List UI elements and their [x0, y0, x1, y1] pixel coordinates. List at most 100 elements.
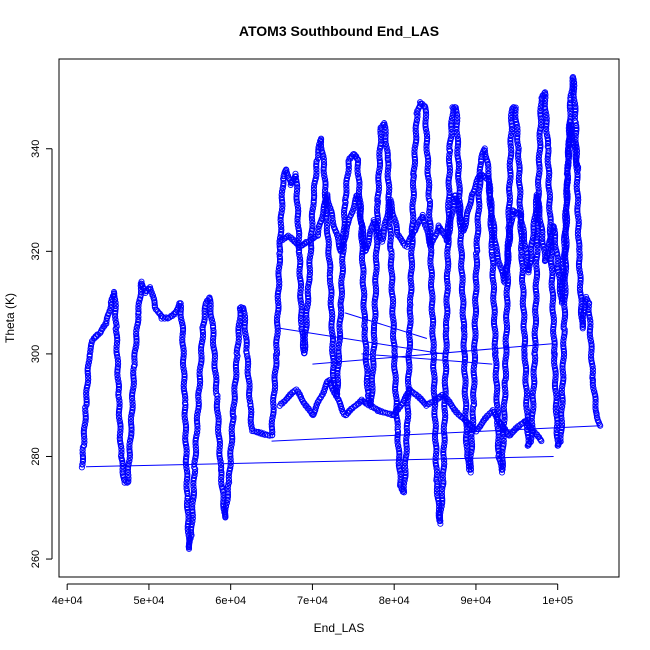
- data-point: [374, 241, 381, 248]
- data-point: [81, 442, 88, 449]
- data-point: [344, 172, 351, 179]
- data-point: [375, 198, 382, 205]
- data-point: [224, 485, 231, 493]
- data-point: [235, 335, 242, 342]
- data-point: [81, 421, 89, 428]
- data-point: [130, 383, 137, 391]
- data-point: [334, 376, 341, 383]
- data-point: [247, 398, 254, 405]
- data-point: [193, 414, 200, 421]
- data-point: [209, 320, 216, 327]
- data-point: [227, 452, 234, 459]
- data-point: [196, 370, 203, 377]
- data-point: [360, 302, 367, 309]
- data-point: [181, 415, 189, 422]
- data-point: [363, 343, 370, 350]
- data-point: [243, 342, 250, 349]
- data-point: [198, 352, 205, 359]
- data-point: [232, 363, 239, 370]
- data-point: [112, 313, 119, 320]
- data-point: [371, 302, 378, 309]
- data-point: [293, 199, 301, 206]
- data-point: [117, 426, 124, 433]
- data-point: [133, 330, 140, 337]
- data-point: [180, 354, 187, 361]
- data-point: [382, 138, 389, 145]
- data-point: [223, 503, 230, 510]
- data-point: [211, 350, 218, 357]
- data-point: [198, 341, 205, 348]
- data-point: [112, 326, 119, 333]
- data-point: [231, 390, 238, 397]
- data-point: [358, 253, 366, 260]
- data-point: [125, 474, 132, 482]
- data-point: [310, 186, 317, 193]
- data-point: [112, 306, 119, 313]
- connector-line: [361, 353, 493, 365]
- data-point: [335, 341, 343, 348]
- data-point: [327, 281, 334, 288]
- data-point: [212, 385, 219, 392]
- data-point: [83, 393, 90, 400]
- data-point: [215, 427, 222, 434]
- data-point: [335, 347, 342, 354]
- data-point: [133, 338, 140, 345]
- data-point: [195, 400, 202, 407]
- data-point: [374, 203, 381, 211]
- data-point: [194, 429, 201, 436]
- data-point: [214, 392, 221, 400]
- data-point: [301, 338, 309, 345]
- data-point: [84, 365, 91, 372]
- data-point: [338, 309, 345, 316]
- data-point: [135, 316, 142, 323]
- data-point: [112, 316, 119, 323]
- data-point: [180, 379, 187, 386]
- data-point: [360, 305, 367, 312]
- data-point: [271, 389, 278, 396]
- data-point: [327, 295, 334, 302]
- data-point: [294, 184, 301, 192]
- data-point: [280, 179, 287, 186]
- data-point: [227, 444, 235, 451]
- data-point: [271, 371, 278, 378]
- data-point: [278, 208, 285, 215]
- data-point: [183, 444, 190, 451]
- data-point: [371, 305, 378, 312]
- series: [78, 73, 604, 552]
- data-point: [361, 329, 368, 336]
- connector-line: [344, 312, 428, 339]
- data-point: [133, 327, 140, 334]
- data-point: [273, 354, 280, 361]
- data-point: [325, 250, 332, 257]
- data-point: [274, 330, 281, 338]
- data-point: [88, 340, 95, 347]
- data-point: [216, 441, 223, 448]
- data-point: [336, 330, 344, 337]
- data-point: [82, 414, 89, 422]
- data-point: [79, 457, 87, 464]
- data-point: [329, 344, 336, 351]
- data-point: [225, 476, 232, 483]
- data-point: [322, 184, 329, 191]
- data-point: [372, 252, 379, 260]
- data-point: [246, 392, 253, 399]
- data-point: [382, 124, 389, 131]
- plot-area: [58, 58, 620, 578]
- connector-line: [85, 455, 554, 468]
- data-point: [216, 438, 223, 445]
- data-point: [375, 189, 382, 196]
- data-point: [85, 376, 92, 383]
- data-point: [361, 294, 368, 302]
- data-point: [356, 179, 363, 186]
- data-point: [180, 365, 187, 372]
- data-point: [278, 191, 285, 198]
- data-point: [368, 377, 375, 384]
- data-point: [183, 476, 190, 483]
- data-point: [306, 271, 313, 278]
- data-point: [375, 171, 382, 178]
- data-point: [272, 368, 279, 375]
- data-point: [241, 320, 248, 327]
- data-point: [270, 406, 277, 413]
- data-point: [121, 479, 128, 486]
- data-point: [126, 451, 133, 458]
